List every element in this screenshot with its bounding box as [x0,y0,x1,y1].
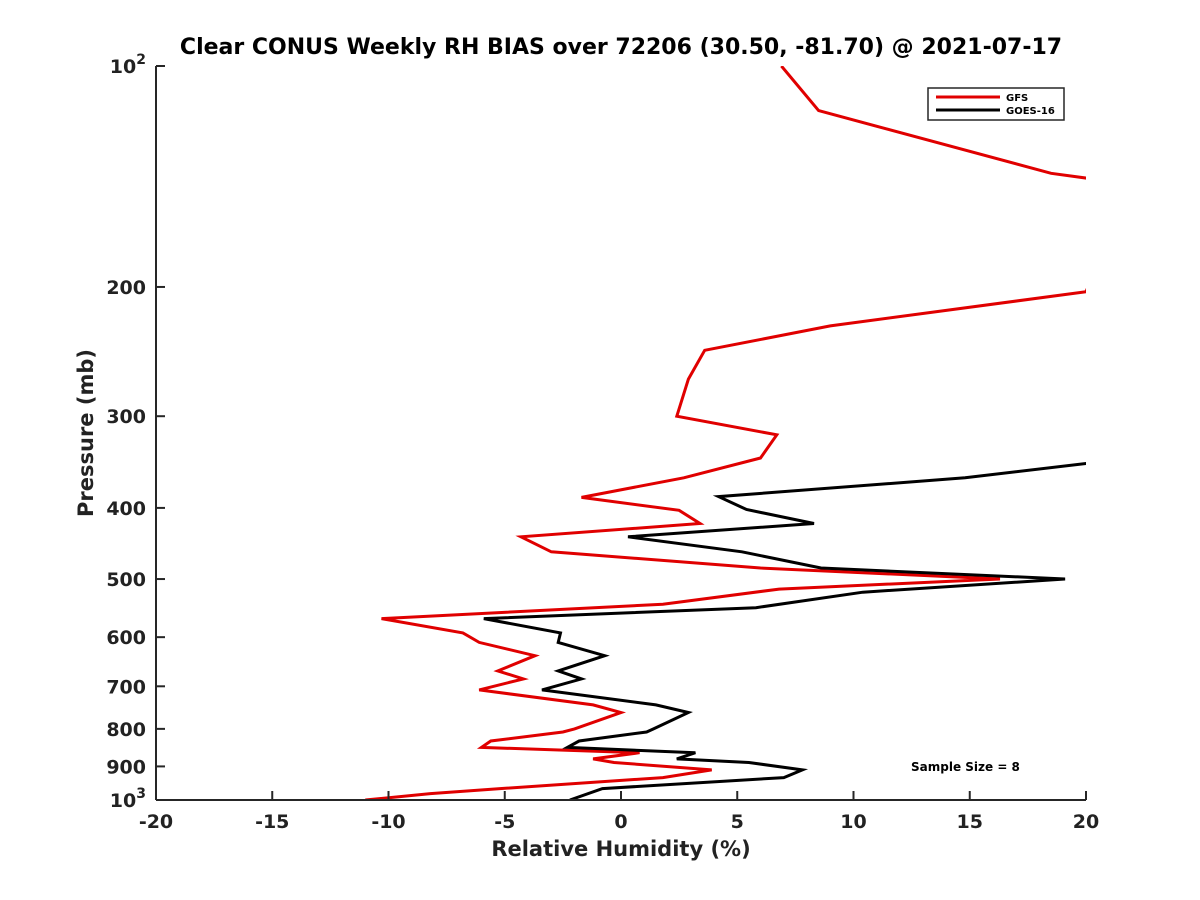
y-tick-label: 900 [106,756,146,778]
x-ticks: -20 -15 -10 -5 0 5 10 15 20 [139,791,1099,833]
series-line-goes16 [483,461,1086,800]
x-tick-label: 0 [614,811,627,833]
x-axis-label: Relative Humidity (%) [491,837,750,861]
legend-label-goes16: GOES-16 [1006,106,1055,117]
y-tick-label: 103 [110,786,146,812]
x-tick-label: 15 [957,811,983,833]
x-tick-label: 10 [840,811,866,833]
y-tick-label: 500 [106,569,146,591]
y-ticks: 102 200 300 400 500 600 700 800 900 103 [106,52,165,812]
y-tick-label: 300 [106,406,146,428]
legend: GFS GOES-16 [927,87,1065,121]
y-tick-label: 600 [106,627,146,649]
series-line-gfs [365,66,1086,800]
sample-size-annotation: Sample Size = 8 [911,760,1020,774]
axes [155,66,1086,801]
y-tick-label: 400 [106,498,146,520]
legend-label-gfs: GFS [1006,93,1028,104]
y-tick-label: 200 [106,277,146,299]
x-tick-label: -5 [494,811,515,833]
x-tick-label: 5 [731,811,744,833]
legend-box [927,87,1065,121]
y-tick-label: 800 [106,719,146,741]
x-tick-label: -10 [371,811,405,833]
x-tick-label: -15 [255,811,289,833]
y-tick-label: 700 [106,676,146,698]
x-tick-label: -20 [139,811,173,833]
y-tick-label: 102 [110,52,146,78]
series-layer [365,66,1086,800]
y-axis-label: Pressure (mb) [74,349,98,517]
x-tick-label: 20 [1073,811,1099,833]
chart-title: Clear CONUS Weekly RH BIAS over 72206 (3… [180,35,1062,60]
